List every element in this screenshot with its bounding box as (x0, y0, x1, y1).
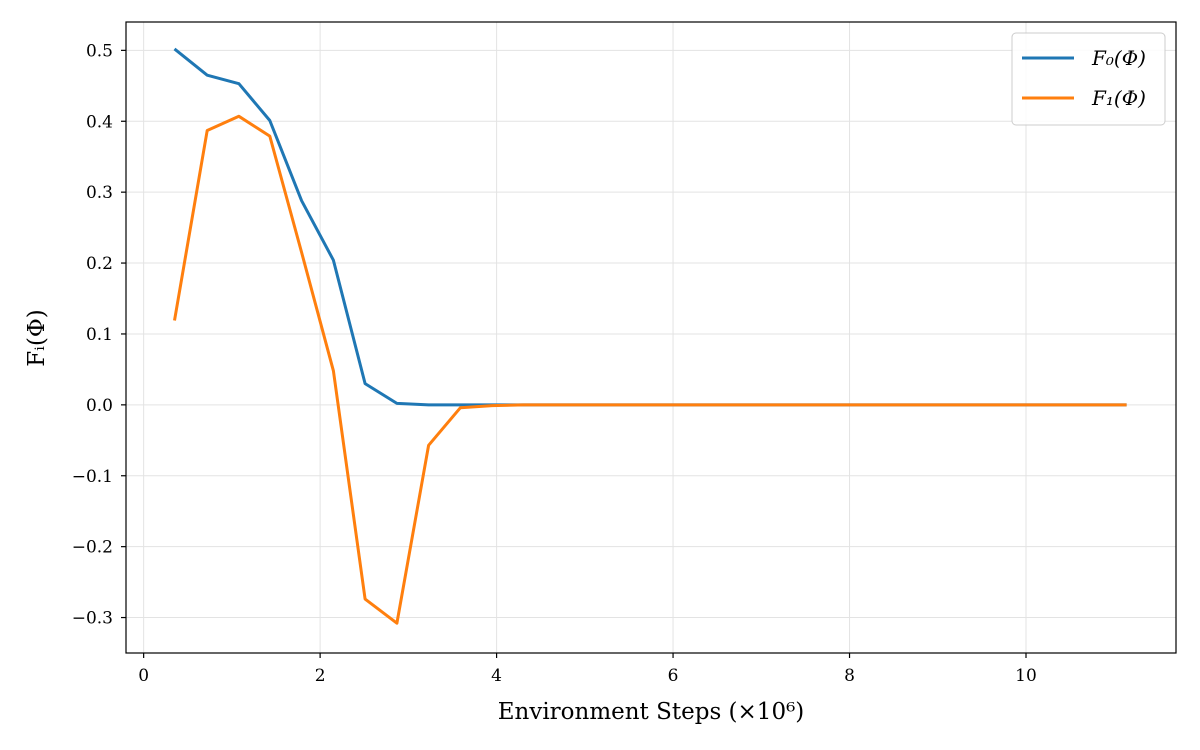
plot-series (173, 47, 1127, 625)
y-tick-label: −0.3 (72, 609, 113, 629)
legend-label-f0: F₀(Φ) (1091, 46, 1146, 70)
x-tick-label: 4 (491, 666, 502, 686)
y-tick-label: 0.4 (86, 112, 113, 132)
x-tick-label: 0 (138, 666, 149, 686)
legend: F₀(Φ) F₁(Φ) (1011, 32, 1166, 126)
y-axis-label: Fᵢ(Φ) (24, 309, 50, 366)
legend-label-f1: F₁(Φ) (1091, 86, 1146, 110)
y-tick-label: −0.1 (72, 467, 113, 487)
y-tick-label: 0.1 (86, 325, 113, 345)
y-tick-label: −0.2 (72, 538, 113, 558)
x-tick-label: 8 (844, 666, 855, 686)
y-tick-label: 0.0 (86, 396, 113, 416)
series-line-f1 (173, 114, 1127, 625)
y-tick-label: 0.3 (86, 183, 113, 203)
plot-frame (125, 21, 1177, 654)
x-tick-label: 10 (1015, 666, 1037, 686)
legend-box (1011, 32, 1166, 126)
x-tick-label: 2 (315, 666, 326, 686)
y-tick-label: 0.5 (86, 41, 113, 61)
y-tick-label: 0.2 (86, 254, 113, 274)
axis-ticks: 0 2 4 6 8 10 −0.3 −0.2 −0.1 0.0 0.1 0.2 0.3 0.4 0.5 (72, 41, 1037, 686)
series-line-f0 (173, 47, 1127, 407)
x-axis-label: Environment Steps (×10⁶) (498, 699, 805, 725)
x-tick-label: 6 (668, 666, 679, 686)
